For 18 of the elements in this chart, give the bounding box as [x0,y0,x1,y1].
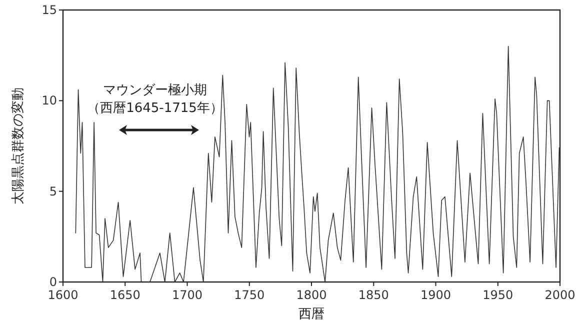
x-tick-label: 1950 [482,288,514,302]
y-tick-label: 10 [42,94,57,108]
x-tick-label: 1900 [420,288,452,302]
x-tick-label: 2000 [544,288,576,302]
x-tick-label: 1700 [172,288,203,302]
y-tick-label: 0 [49,275,57,289]
y-tick-label: 5 [49,184,57,198]
x-tick-label: 1650 [110,288,140,302]
y-tick-label: 15 [42,3,57,17]
annotation: （西暦1645-1715年） [87,101,223,116]
y-axis-title: 太陽黒点群数の変動 [10,88,26,204]
x-tick-label: 1850 [358,288,389,302]
x-tick-label: 1750 [234,288,265,302]
x-tick-label: 1600 [48,288,78,302]
line-series [75,46,560,282]
x-axis-title: 西暦 [298,307,324,322]
x-tick-label: 1800 [296,288,327,302]
annotation: マウンダー極小期 [103,83,207,98]
